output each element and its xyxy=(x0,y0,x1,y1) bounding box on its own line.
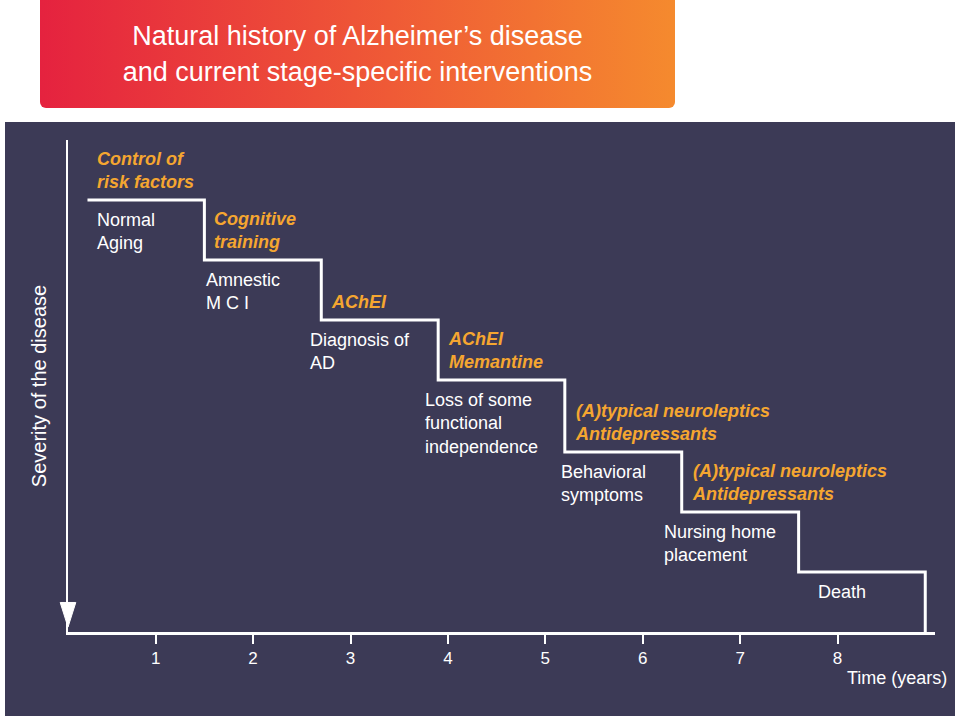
svg-text:Loss of somefunctionalindepend: Loss of somefunctionalindependence xyxy=(425,390,538,457)
svg-text:Diagnosis ofAD: Diagnosis ofAD xyxy=(310,330,410,373)
svg-text:Death: Death xyxy=(818,582,866,602)
html-text:Natural history of Alzheimer’s: Natural history of Alzheimer’s disease a… xyxy=(122,21,593,87)
svg-text:(A)typical neurolepticsAntidep: (A)typical neurolepticsAntidepressants xyxy=(692,461,887,504)
svg-text:4: 4 xyxy=(443,649,452,668)
svg-text:(A)typical neurolepticsAntidep: (A)typical neurolepticsAntidepressants xyxy=(575,401,770,444)
svg-text:Control ofrisk factors: Control ofrisk factors xyxy=(97,149,194,192)
svg-text:3: 3 xyxy=(346,649,355,668)
svg-text:AmnesticM C I: AmnesticM C I xyxy=(206,270,280,313)
svg-text:Nursing homeplacement: Nursing homeplacement xyxy=(664,522,776,565)
svg-text:Time (years): Time (years) xyxy=(847,668,947,688)
svg-text:8: 8 xyxy=(833,649,842,668)
svg-text:Severity of the disease: Severity of the disease xyxy=(28,285,50,487)
svg-text:NormalAging: NormalAging xyxy=(97,210,155,253)
svg-text:2: 2 xyxy=(248,649,257,668)
svg-text:Behavioralsymptoms: Behavioralsymptoms xyxy=(561,462,646,505)
svg-text:AChEI: AChEI xyxy=(331,292,387,312)
svg-text:AChEIMemantine: AChEIMemantine xyxy=(448,329,543,372)
svg-text:Cognitivetraining: Cognitivetraining xyxy=(214,209,296,252)
svg-text:1: 1 xyxy=(151,649,160,668)
svg-text:6: 6 xyxy=(638,649,647,668)
svg-text:7: 7 xyxy=(735,649,744,668)
svg-text:5: 5 xyxy=(541,649,550,668)
